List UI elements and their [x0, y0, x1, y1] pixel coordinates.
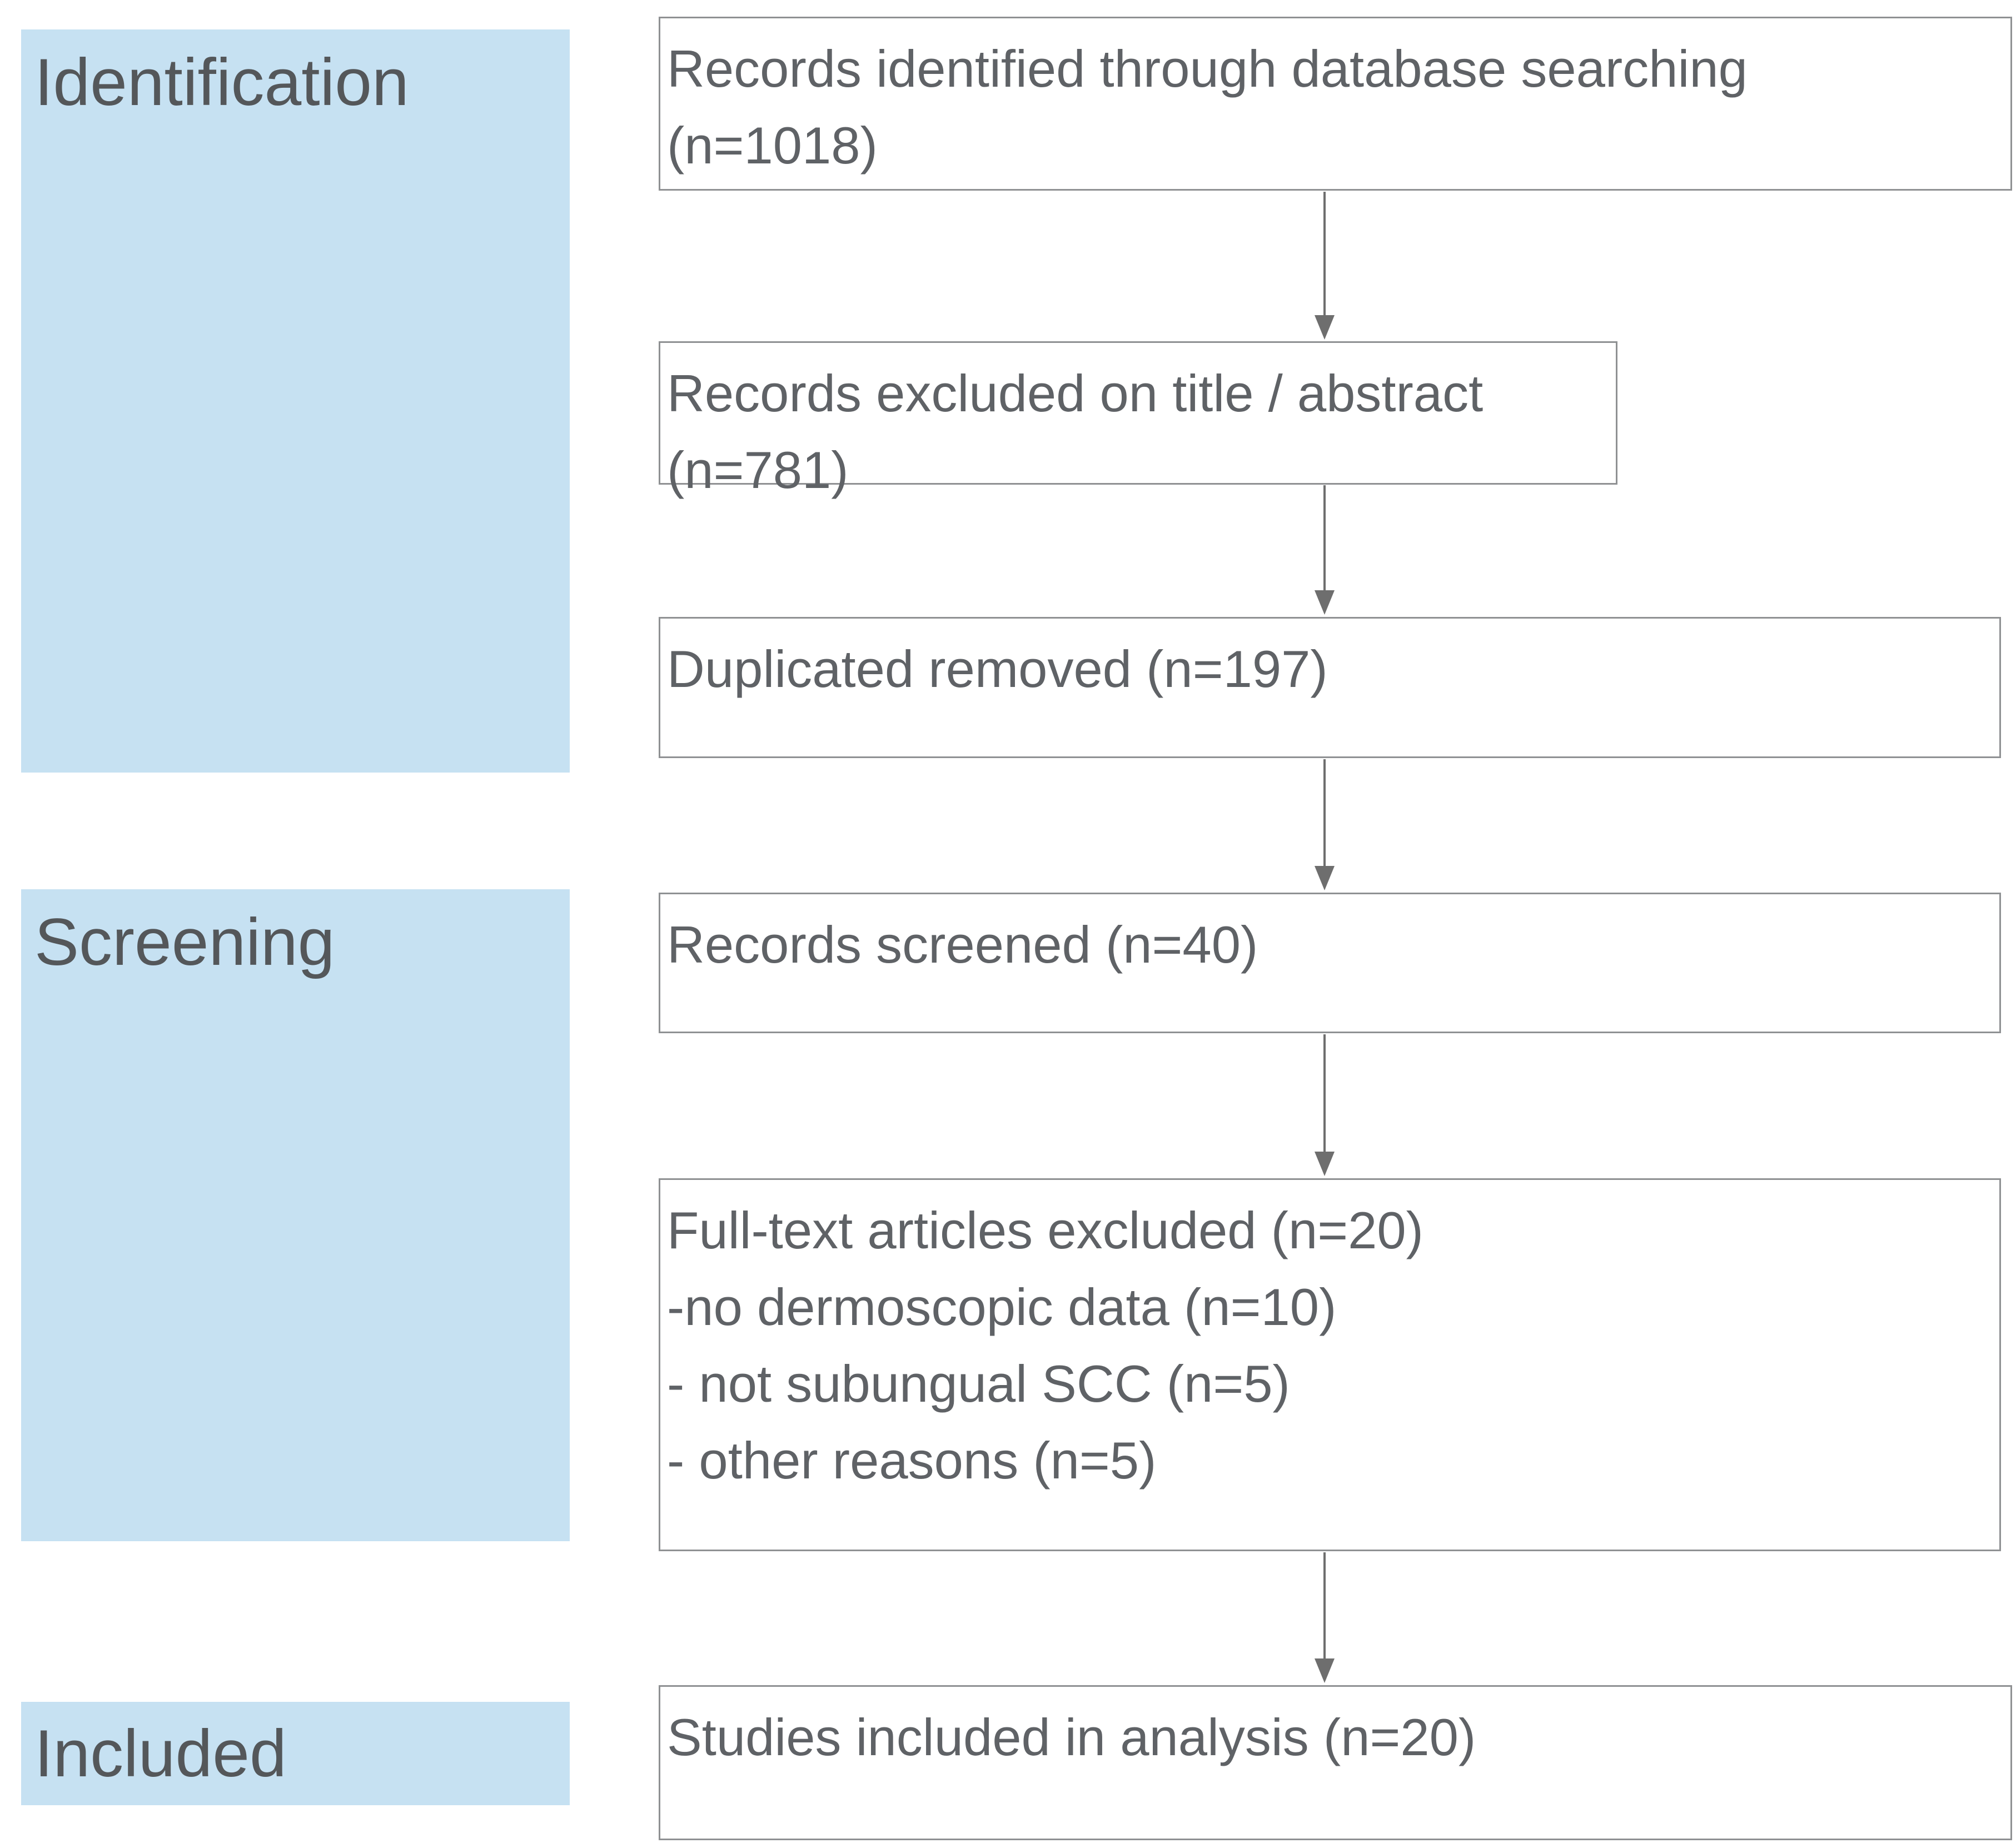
- stage-included-label: Included: [34, 1716, 287, 1791]
- flow-arrow-down-5: [1315, 1552, 1335, 1683]
- box-text-line: Records excluded on title / abstract (n=…: [667, 364, 1484, 499]
- box-text-line: -no dermoscopic data (n=10): [667, 1278, 1337, 1336]
- box-records-screened: Records screened (n=40): [659, 893, 2001, 1033]
- box-text-line: (n=1018): [667, 116, 878, 175]
- box-text-line: Studies included in analysis (n=20): [667, 1708, 1476, 1766]
- box-fulltext-excluded: Full-text articles excluded (n=20) -no d…: [659, 1178, 2001, 1551]
- box-text-line: Duplicated removed (n=197): [667, 640, 1328, 698]
- stage-identification-label: Identification: [34, 45, 409, 119]
- flow-arrow-down-2: [1315, 485, 1335, 615]
- box-records-excluded: Records excluded on title / abstract (n=…: [659, 341, 1617, 499]
- box-text-line: Full-text articles excluded (n=20): [667, 1201, 1423, 1259]
- box-text-line: - other reasons (n=5): [667, 1431, 1157, 1490]
- box-text-line: - not subungual SCC (n=5): [667, 1354, 1290, 1413]
- stage-identification: Identification: [21, 29, 570, 773]
- stage-screening-label: Screening: [34, 905, 335, 979]
- box-text-line: Records screened (n=40): [667, 915, 1258, 974]
- box-studies-included: Studies included in analysis (n=20): [659, 1685, 2012, 1840]
- stage-included: Included: [21, 1702, 570, 1805]
- flow-arrow-down-3: [1315, 759, 1335, 890]
- box-duplicates-removed: Duplicated removed (n=197): [659, 617, 2001, 758]
- flow-arrow-down-4: [1315, 1034, 1335, 1176]
- box-text-line: Records identified through database sear…: [667, 39, 1748, 98]
- flow-arrow-down-1: [1315, 192, 1335, 340]
- stage-screening: Screening: [21, 889, 570, 1541]
- box-records-identified: Records identified through database sear…: [659, 17, 2012, 191]
